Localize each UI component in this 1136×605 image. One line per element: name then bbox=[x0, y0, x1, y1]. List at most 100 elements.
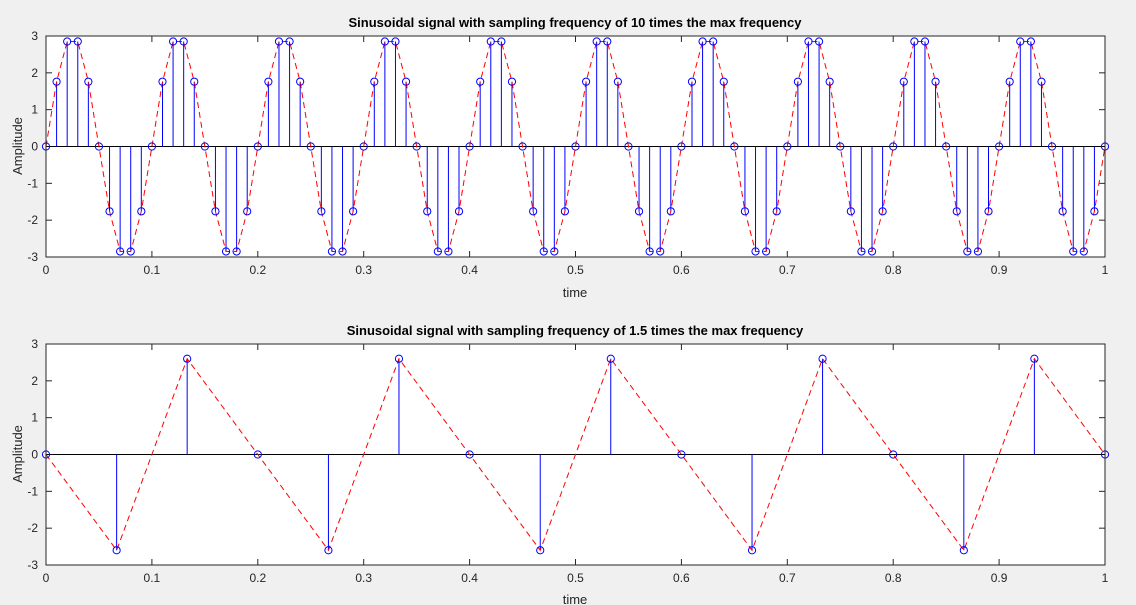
data-point bbox=[112, 546, 121, 555]
data-point bbox=[1026, 37, 1035, 46]
data-point bbox=[867, 247, 877, 256]
y-axis-label: Amplitude bbox=[10, 425, 25, 483]
y-tick-label: 3 bbox=[31, 29, 38, 43]
data-point bbox=[324, 546, 333, 555]
data-point bbox=[391, 37, 400, 46]
data-point bbox=[747, 546, 757, 555]
data-point bbox=[910, 37, 919, 46]
data-point bbox=[698, 37, 707, 46]
data-point bbox=[624, 142, 633, 151]
data-point bbox=[857, 247, 866, 256]
x-axis-label: time bbox=[563, 592, 588, 605]
data-point bbox=[836, 142, 845, 151]
data-point bbox=[536, 546, 545, 555]
data-point bbox=[105, 207, 114, 216]
data-point bbox=[730, 142, 739, 151]
data-point bbox=[529, 207, 538, 216]
data-point bbox=[889, 142, 898, 151]
data-point bbox=[433, 247, 442, 256]
x-tick-label: 0.7 bbox=[779, 571, 796, 585]
data-point bbox=[931, 77, 940, 86]
data-point bbox=[476, 77, 485, 86]
x-tick-label: 0.2 bbox=[249, 263, 266, 277]
data-point bbox=[1005, 77, 1014, 86]
data-point bbox=[116, 247, 125, 256]
data-point bbox=[1058, 207, 1067, 216]
data-point bbox=[814, 37, 824, 46]
x-tick-label: 0.3 bbox=[355, 571, 372, 585]
y-tick-label: 0 bbox=[31, 140, 38, 154]
x-tick-label: 0.6 bbox=[673, 571, 690, 585]
x-tick-label: 0 bbox=[43, 571, 50, 585]
x-tick-label: 0.9 bbox=[991, 263, 1008, 277]
data-point bbox=[285, 37, 294, 46]
data-point bbox=[645, 247, 654, 256]
data-point bbox=[317, 207, 326, 216]
data-point bbox=[465, 142, 474, 151]
data-point bbox=[518, 142, 527, 151]
data-point bbox=[942, 142, 951, 151]
series-line bbox=[45, 41, 1106, 252]
data-point bbox=[677, 142, 686, 151]
y-tick-label: -2 bbox=[27, 521, 38, 535]
y-tick-label: 2 bbox=[31, 374, 38, 388]
x-tick-label: 0.9 bbox=[991, 571, 1008, 585]
data-point bbox=[338, 247, 347, 256]
data-marks bbox=[41, 37, 1110, 256]
data-point bbox=[486, 37, 495, 46]
data-point bbox=[687, 77, 697, 86]
x-tick-label: 0 bbox=[43, 263, 50, 277]
data-point bbox=[1037, 77, 1046, 86]
x-tick-label: 1 bbox=[1102, 571, 1109, 585]
data-point bbox=[253, 450, 262, 459]
data-point bbox=[592, 37, 601, 46]
data-point bbox=[709, 37, 718, 46]
x-tick-label: 0.3 bbox=[355, 263, 372, 277]
data-point bbox=[804, 37, 813, 46]
data-point bbox=[380, 37, 389, 46]
data-point bbox=[1030, 354, 1039, 363]
data-point bbox=[973, 247, 983, 256]
x-tick-label: 0.6 bbox=[673, 263, 690, 277]
y-tick-label: 0 bbox=[31, 448, 38, 462]
data-point bbox=[168, 37, 178, 46]
data-point bbox=[444, 247, 453, 256]
x-tick-label: 0.4 bbox=[461, 571, 478, 585]
data-point bbox=[63, 37, 72, 46]
subplot-10x-sampling: Sinusoidal signal with sampling frequenc… bbox=[10, 15, 1110, 300]
data-point bbox=[296, 77, 305, 86]
data-point bbox=[825, 77, 834, 86]
y-tick-label: 3 bbox=[31, 337, 38, 351]
data-point bbox=[179, 37, 188, 46]
data-point bbox=[158, 77, 167, 86]
plot-frame bbox=[45, 35, 1106, 258]
x-axis-label: time bbox=[563, 285, 588, 300]
data-point bbox=[190, 77, 199, 86]
data-point bbox=[920, 37, 930, 46]
data-point bbox=[740, 207, 750, 216]
data-point bbox=[183, 354, 192, 363]
data-point bbox=[1047, 142, 1057, 151]
data-point bbox=[1016, 37, 1025, 46]
data-point bbox=[200, 142, 209, 151]
x-tick-label: 0.5 bbox=[567, 571, 584, 585]
data-point bbox=[274, 37, 284, 46]
data-point bbox=[253, 142, 262, 151]
x-tick-label: 0.1 bbox=[144, 571, 161, 585]
data-point bbox=[1079, 247, 1088, 256]
data-point bbox=[952, 207, 961, 216]
y-tick-label: 2 bbox=[31, 66, 38, 80]
data-point bbox=[211, 207, 220, 216]
x-tick-label: 0.1 bbox=[144, 263, 161, 277]
data-point bbox=[394, 354, 404, 363]
x-tick-label: 1 bbox=[1102, 263, 1109, 277]
data-point bbox=[878, 207, 887, 216]
data-point bbox=[571, 142, 580, 151]
series-line bbox=[45, 357, 1106, 552]
data-marks bbox=[41, 354, 1110, 555]
subplot-1.5x-sampling: Sinusoidal signal with sampling frequenc… bbox=[10, 323, 1110, 605]
data-point bbox=[73, 37, 82, 46]
data-point bbox=[1090, 207, 1099, 216]
data-point bbox=[995, 142, 1004, 151]
